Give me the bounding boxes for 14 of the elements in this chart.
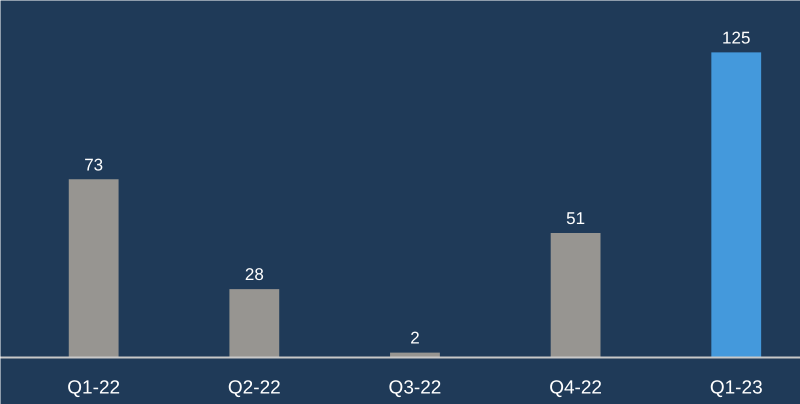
x-tick-label: Q4-22 — [549, 378, 602, 398]
bar — [68, 179, 119, 358]
data-label: 28 — [244, 265, 264, 284]
data-label: 51 — [566, 209, 586, 228]
data-label: 73 — [84, 155, 104, 174]
bar — [711, 52, 762, 358]
data-label: 2 — [410, 328, 420, 348]
x-tick-label: Q2-22 — [228, 378, 281, 398]
bar — [229, 289, 280, 358]
x-tick-label: Q3-22 — [388, 378, 442, 398]
x-tick-label: Q1-23 — [710, 378, 763, 398]
bar — [550, 233, 600, 358]
x-tick-label: Q1-22 — [67, 378, 120, 398]
data-label: 125 — [722, 28, 750, 48]
